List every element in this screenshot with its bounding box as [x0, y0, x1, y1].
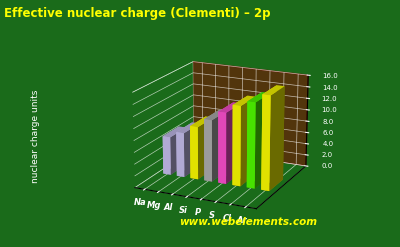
Text: Effective nuclear charge (Clementi) – 2p: Effective nuclear charge (Clementi) – 2p — [4, 7, 270, 21]
Text: www.webelements.com: www.webelements.com — [179, 217, 317, 227]
Text: nuclear charge units: nuclear charge units — [32, 89, 40, 183]
